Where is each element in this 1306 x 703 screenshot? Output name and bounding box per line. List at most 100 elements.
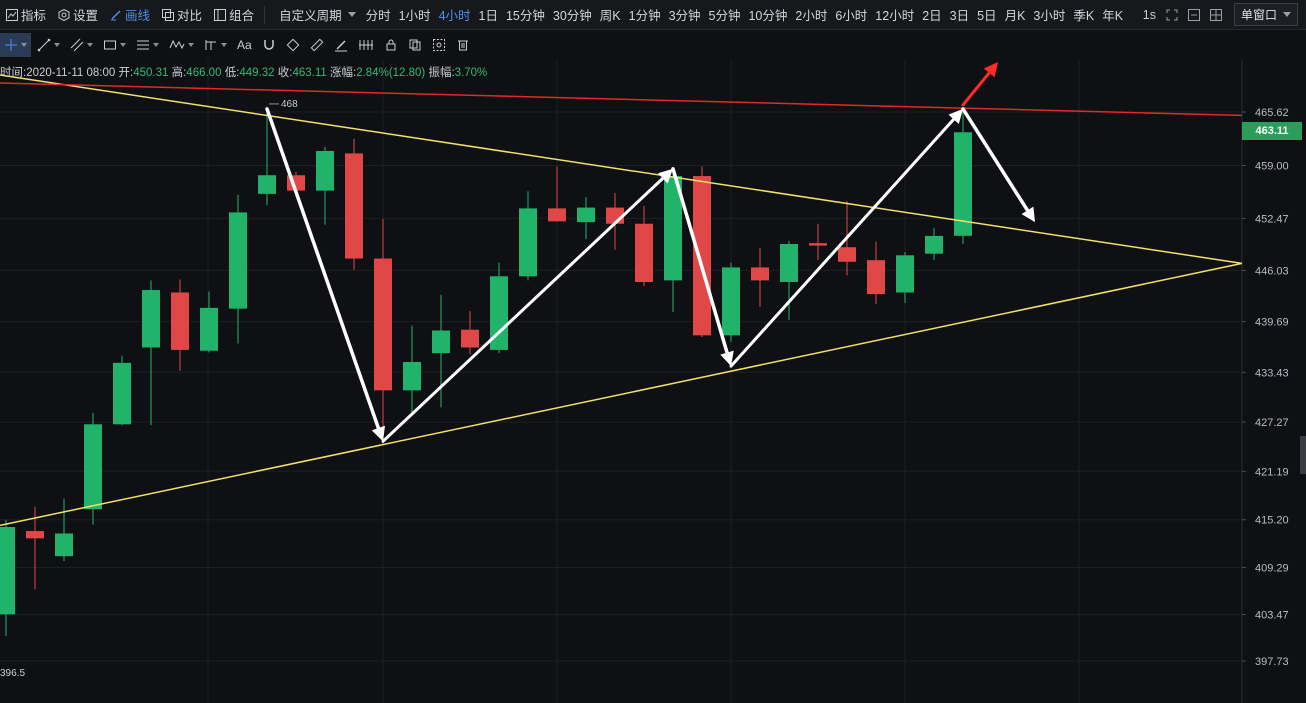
chevron-down-icon [120, 43, 126, 47]
rectangle-tool[interactable] [99, 33, 130, 57]
trend-line-tool[interactable] [33, 33, 64, 57]
candle-body [84, 424, 102, 510]
draw-line-button[interactable]: 画线 [104, 0, 156, 29]
candle [374, 218, 392, 444]
text-tool[interactable]: Aa [233, 33, 256, 57]
candle [200, 291, 218, 353]
magnet-tool[interactable] [258, 33, 280, 57]
arrow-head [720, 350, 734, 367]
custom-period-dropdown[interactable]: 自定义周期 [269, 5, 362, 24]
window-mode-select[interactable]: 单窗口 [1233, 3, 1298, 26]
period-tab[interactable]: 1小时 [398, 9, 431, 23]
candle [229, 194, 247, 344]
draw-line-label: 画线 [125, 9, 151, 23]
period-tab[interactable]: 3分钟 [668, 9, 701, 23]
period-tab[interactable]: 6小时 [835, 9, 868, 23]
period-tab[interactable]: 1分钟 [628, 9, 661, 23]
high-label: 高: [171, 67, 187, 79]
candle [55, 498, 73, 561]
indicator-label: 指标 [21, 9, 47, 23]
period-tab[interactable]: 4小时 [438, 9, 471, 23]
candle [432, 294, 450, 408]
measure-tool[interactable] [200, 33, 231, 57]
period-tab[interactable]: 2小时 [795, 9, 828, 23]
price-axis[interactable]: 465.62 459.00 452.47 446.03 439.69 433.43 427.… [1242, 107, 1289, 668]
candle-body [0, 527, 15, 615]
candle-body [142, 290, 160, 348]
candle-body [490, 276, 508, 350]
close-value: 463.11 [292, 67, 327, 79]
candle-body [925, 235, 943, 254]
refresh-interval[interactable]: 1s [1142, 7, 1156, 22]
high-value: 466.00 [186, 67, 222, 79]
ruler-tool[interactable] [306, 33, 328, 57]
candle-body [403, 362, 421, 391]
candle [490, 262, 508, 354]
wave-arrow-5 [961, 107, 1035, 223]
crosshair-tool[interactable] [0, 33, 31, 57]
candle [519, 191, 537, 281]
side-panel-toggle[interactable] [1300, 436, 1306, 474]
settings-button[interactable]: 设置 [52, 0, 104, 29]
delete-tool[interactable] [452, 33, 474, 57]
layout-icon[interactable] [1209, 8, 1222, 21]
upper-trendline [0, 74, 1243, 265]
period-tab[interactable]: 15分钟 [505, 9, 545, 23]
candle-body [722, 267, 740, 336]
pattern-tool[interactable] [354, 33, 378, 57]
candle [693, 166, 711, 337]
copy-tool[interactable] [404, 33, 426, 57]
rectangle-icon [104, 40, 116, 50]
change-label: 涨幅: [330, 67, 357, 79]
fullscreen-icon[interactable] [1166, 9, 1178, 21]
chevron-down-icon [1283, 12, 1291, 17]
wave-arrow-2 [381, 168, 673, 443]
price-tick-label: 446.03 [1255, 265, 1289, 277]
candle [548, 166, 566, 222]
candle-body [113, 362, 131, 425]
chevron-down-icon [54, 43, 60, 47]
candle-body [954, 132, 972, 236]
chevron-down-icon [347, 12, 356, 17]
period-tab[interactable]: 月K [1004, 9, 1026, 23]
period-tab[interactable]: 30分钟 [552, 9, 592, 23]
compare-button[interactable]: 对比 [156, 0, 208, 29]
amplitude-label: 振幅: [428, 67, 455, 79]
channel-icon [70, 38, 84, 52]
period-tab[interactable]: 分时 [365, 9, 391, 23]
period-tab[interactable]: 5分钟 [708, 9, 741, 23]
candle-body [200, 307, 218, 351]
measure-icon [205, 40, 216, 50]
period-tab[interactable]: 季K [1073, 9, 1095, 23]
channel-tool[interactable] [66, 33, 97, 57]
wave-tool[interactable] [165, 33, 198, 57]
candle [345, 138, 363, 270]
fibonacci-tool[interactable] [132, 33, 163, 57]
combo-button[interactable]: 组合 [208, 0, 260, 29]
period-tab[interactable]: 1日 [478, 9, 498, 23]
period-tab[interactable]: 10分钟 [748, 9, 788, 23]
eraser-tool[interactable] [282, 33, 304, 57]
candle [925, 227, 943, 261]
period-tab[interactable]: 5日 [977, 9, 997, 23]
candle [722, 262, 740, 342]
period-tab[interactable]: 3小时 [1033, 9, 1066, 23]
arrow-shaft [961, 71, 991, 107]
period-tab[interactable]: 3日 [949, 9, 970, 23]
drawings-layer: 468 396.5 [0, 62, 1243, 679]
brush-tool[interactable] [330, 33, 352, 57]
lock-tool[interactable] [380, 33, 402, 57]
period-tab[interactable]: 2日 [922, 9, 942, 23]
arrow-head [658, 168, 673, 184]
compare-label: 对比 [177, 9, 203, 23]
period-tab[interactable]: 周K [599, 9, 621, 23]
settings-tool[interactable] [428, 33, 450, 57]
open-label: 开: [118, 67, 134, 79]
arrow-shaft [381, 176, 665, 443]
period-tab[interactable]: 年K [1102, 9, 1124, 23]
indicator-button[interactable]: 指标 [0, 0, 52, 29]
period-tab[interactable]: 12小时 [875, 9, 915, 23]
screenshot-icon[interactable] [1187, 8, 1200, 21]
pattern-icon [358, 40, 373, 50]
